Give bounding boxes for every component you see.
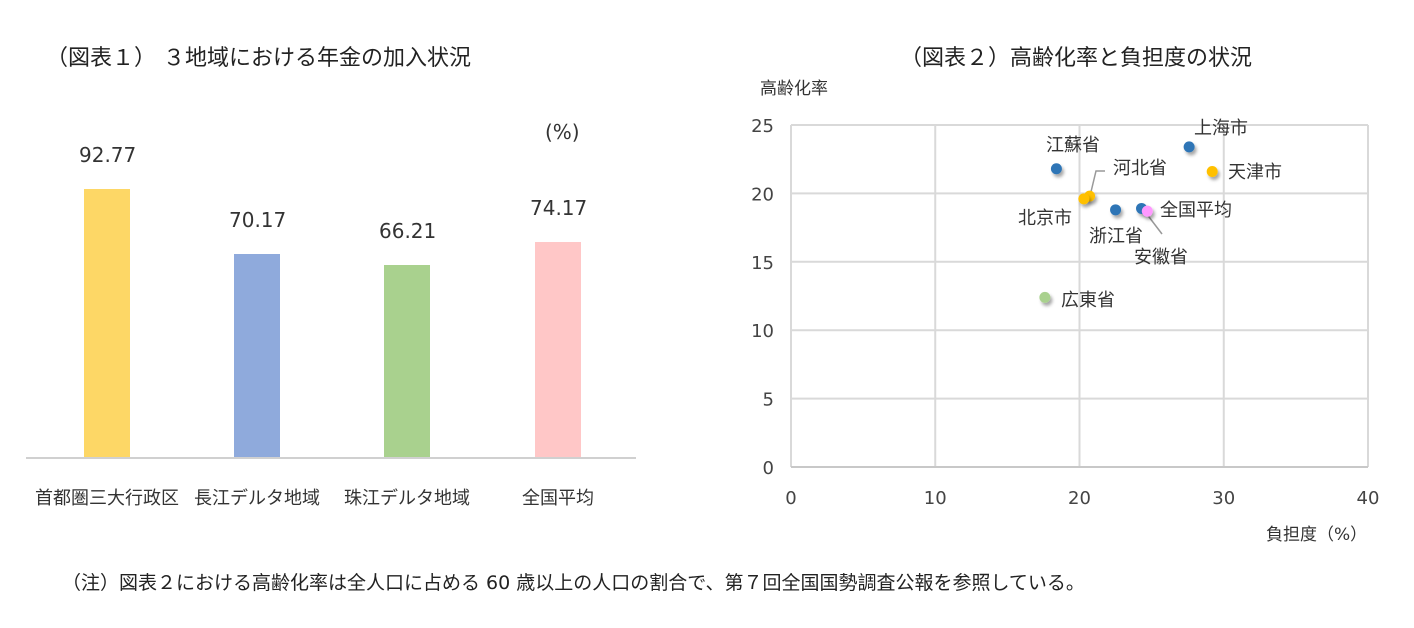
bar-category-label: 全国平均 <box>522 488 594 509</box>
bar-0 <box>84 188 130 457</box>
bar-1 <box>234 254 280 457</box>
data-point <box>1141 205 1153 217</box>
data-point <box>1110 204 1122 216</box>
data-point <box>1183 141 1195 153</box>
leader-line <box>1089 170 1105 197</box>
data-point <box>1050 163 1062 175</box>
x-tick-label: 10 <box>924 488 947 509</box>
point-label: 北京市 <box>1018 208 1072 229</box>
x-axis-label: 負担度（%） <box>1266 525 1368 545</box>
x-tick-label: 30 <box>1212 488 1235 509</box>
bar-value-label: 70.17 <box>229 208 287 233</box>
point-label: 安徽省 <box>1134 247 1188 268</box>
bar-value-label: 74.17 <box>530 196 588 221</box>
point-label: 上海市 <box>1194 118 1248 139</box>
y-tick-label: 5 <box>763 390 774 411</box>
bar-category-label: 珠江デルタ地域 <box>344 488 470 509</box>
y-tick-label: 0 <box>763 458 774 479</box>
chart1-title: （図表１） ３地域における年金の加入状況 <box>46 46 471 71</box>
point-label: 天津市 <box>1228 162 1282 183</box>
x-tick-label: 40 <box>1357 488 1380 509</box>
data-point <box>1206 166 1218 178</box>
y-tick-label: 20 <box>751 184 774 205</box>
chart1-unit-label: (%) <box>545 120 580 144</box>
x-tick-label: 20 <box>1068 488 1091 509</box>
bar-value-label: 92.77 <box>79 142 137 167</box>
bar-chart-plot <box>26 120 636 459</box>
y-tick-label: 15 <box>751 253 774 274</box>
bar-3 <box>535 242 581 457</box>
point-label: 浙江省 <box>1089 226 1143 247</box>
y-tick-label: 10 <box>751 321 774 342</box>
y-axis-label: 高齢化率 <box>760 79 828 99</box>
point-label: 江蘇省 <box>1046 135 1100 156</box>
bar-category-label: 首都圏三大行政区 <box>35 488 179 509</box>
footnote: （注）図表２における高齢化率は全人口に占める 60 歳以上の人口の割合で、第７回… <box>62 572 1085 594</box>
point-label: 全国平均 <box>1160 200 1232 221</box>
bar-2 <box>384 265 430 457</box>
chart2-title: （図表２）高齢化率と負担度の状況 <box>900 46 1253 71</box>
bar-value-label: 66.21 <box>379 219 437 244</box>
x-tick-label: 0 <box>785 488 796 509</box>
point-label: 広東省 <box>1061 290 1115 311</box>
bar-category-label: 長江デルタ地域 <box>194 488 320 509</box>
x-axis-line <box>26 457 636 459</box>
point-label: 河北省 <box>1113 158 1167 179</box>
y-tick-label: 25 <box>751 116 774 137</box>
data-point <box>1078 193 1090 205</box>
data-point <box>1039 291 1051 303</box>
